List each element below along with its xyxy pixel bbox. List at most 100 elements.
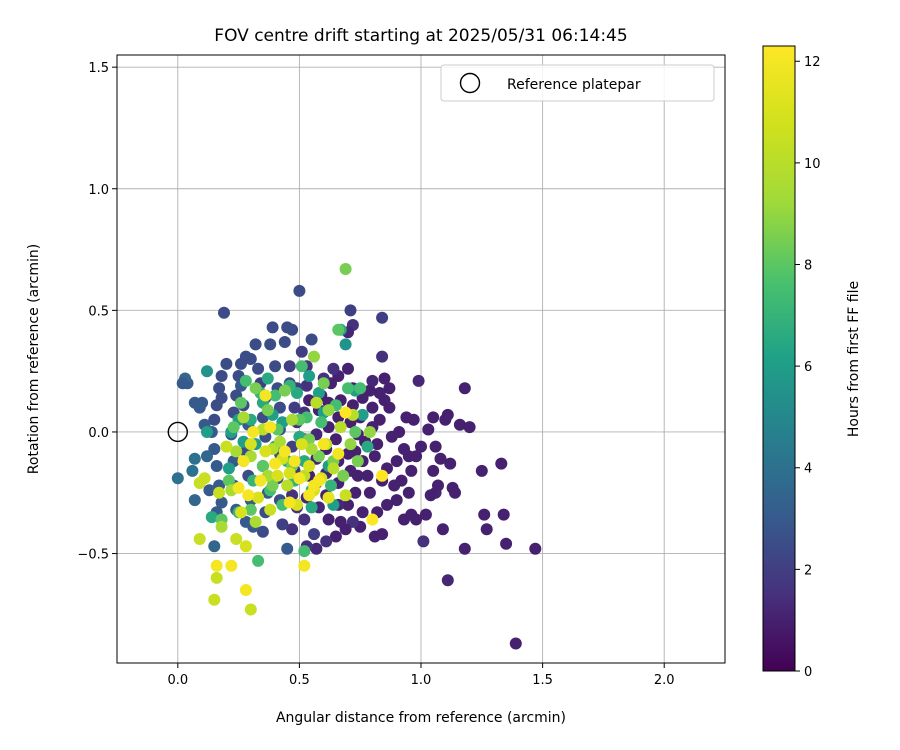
data-point	[371, 438, 384, 451]
data-point	[344, 304, 357, 317]
colorbar-tick-label: 0	[804, 665, 812, 680]
data-point	[239, 515, 252, 528]
data-point	[368, 450, 381, 463]
data-point	[210, 571, 223, 584]
data-point	[334, 515, 347, 528]
colorbar-tick-label: 4	[804, 462, 812, 477]
reference-marker-layer	[167, 421, 189, 443]
data-point	[410, 513, 423, 526]
data-point	[281, 542, 294, 555]
data-point	[363, 426, 376, 438]
data-point	[266, 479, 279, 492]
data-point	[346, 515, 359, 528]
data-point	[422, 423, 435, 436]
data-point	[366, 513, 379, 526]
data-point	[363, 384, 376, 397]
data-point	[271, 469, 284, 482]
x-axis-label: Angular distance from reference (arcmin)	[276, 710, 566, 726]
data-point	[368, 530, 381, 543]
data-point	[237, 455, 250, 468]
colorbar-tick-label: 10	[804, 157, 821, 172]
data-point	[342, 498, 354, 511]
data-point	[171, 472, 184, 485]
data-point	[300, 379, 313, 392]
data-point	[281, 479, 294, 492]
data-point	[434, 452, 447, 465]
data-point	[278, 384, 291, 397]
data-point	[235, 357, 247, 370]
data-point	[237, 411, 250, 424]
data-point	[449, 486, 461, 499]
data-point	[269, 360, 282, 373]
data-point	[346, 399, 359, 412]
data-point	[303, 370, 316, 382]
data-point	[201, 426, 213, 438]
data-point	[244, 503, 257, 516]
data-point	[291, 387, 303, 399]
data-point	[305, 443, 318, 455]
data-point	[390, 455, 403, 468]
data-point	[269, 389, 282, 402]
data-point	[419, 508, 432, 521]
data-point	[356, 506, 369, 519]
data-point	[249, 338, 262, 351]
data-point	[215, 520, 228, 533]
data-point	[239, 584, 252, 596]
data-point	[203, 484, 216, 497]
data-point	[244, 438, 257, 451]
data-point	[349, 426, 362, 438]
colorbar-tick-label: 2	[804, 563, 812, 578]
data-point	[337, 469, 350, 482]
data-point	[308, 350, 320, 363]
data-point	[495, 457, 508, 470]
data-point	[218, 306, 230, 319]
data-points	[171, 263, 542, 650]
data-point	[458, 382, 471, 395]
data-point	[264, 338, 277, 351]
data-point	[286, 523, 299, 536]
data-point	[351, 455, 364, 468]
data-point	[376, 469, 389, 482]
data-point	[497, 508, 510, 521]
y-axis-label: Rotation from reference (arcmin)	[26, 244, 42, 474]
colorbar-tick-label: 12	[804, 55, 821, 70]
data-point	[244, 603, 257, 616]
data-point	[261, 404, 274, 417]
data-point	[235, 506, 247, 519]
data-point	[249, 382, 262, 395]
data-point	[215, 370, 228, 382]
data-point	[220, 440, 233, 453]
data-point	[298, 559, 311, 572]
data-point	[201, 365, 213, 378]
data-point	[405, 464, 418, 477]
data-point	[398, 443, 410, 455]
data-point	[208, 413, 221, 426]
x-tick-label: 1.0	[411, 673, 432, 688]
data-point	[529, 542, 542, 555]
chart-title: FOV centre drift starting at 2025/05/31 …	[214, 26, 627, 46]
data-point	[480, 523, 493, 536]
data-point	[312, 450, 325, 463]
data-point	[429, 440, 442, 453]
data-point	[276, 518, 289, 531]
data-point	[256, 525, 269, 538]
data-point	[509, 637, 522, 650]
data-point	[266, 321, 279, 334]
data-point	[303, 460, 316, 472]
data-point	[334, 421, 347, 434]
data-point	[293, 284, 306, 297]
data-point	[210, 399, 223, 412]
data-point	[208, 593, 221, 606]
data-point	[424, 489, 437, 502]
data-point	[475, 464, 488, 477]
data-point	[259, 389, 272, 402]
data-point	[412, 374, 425, 387]
data-point	[256, 460, 269, 472]
data-point	[339, 263, 352, 275]
data-point	[230, 533, 243, 545]
data-point	[225, 559, 238, 572]
data-point	[222, 462, 235, 475]
data-point	[305, 501, 318, 514]
data-point	[327, 462, 340, 475]
